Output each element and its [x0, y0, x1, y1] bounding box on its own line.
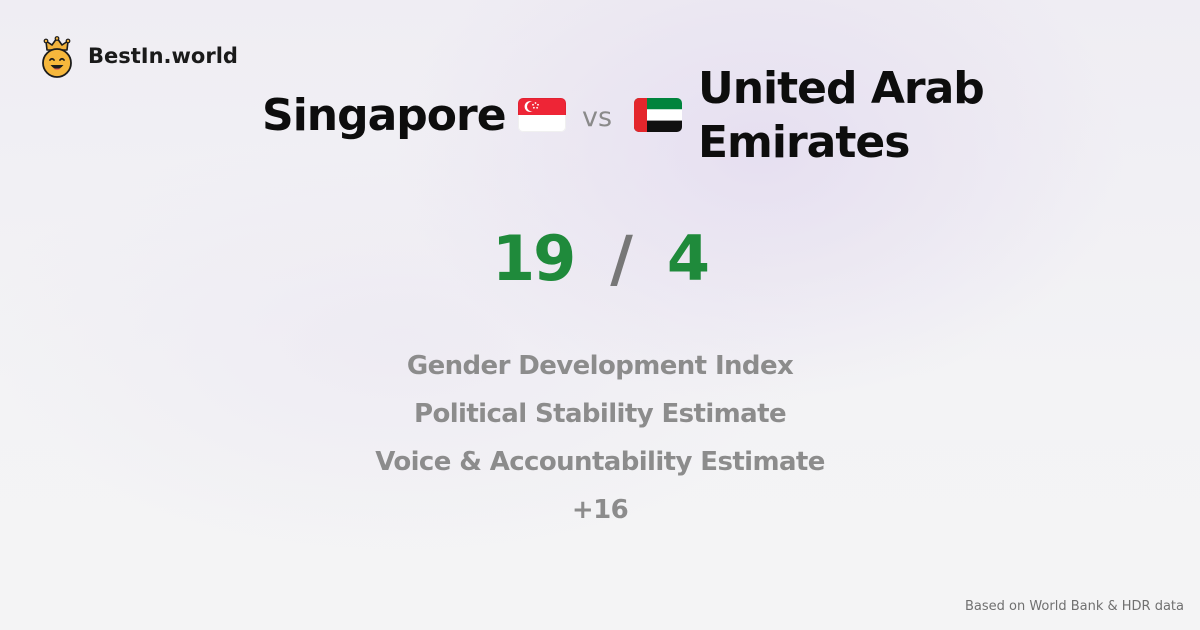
score-a: 19: [491, 222, 576, 295]
crowned-smiley-icon: [42, 36, 72, 78]
brand-logo[interactable]: BestIn.world: [38, 36, 238, 78]
metric-item: Political Stability Estimate: [414, 399, 787, 429]
vs-label: vs: [582, 102, 613, 133]
brand-name: BestIn.world: [88, 44, 238, 68]
score-display: 19 / 4: [0, 222, 1200, 295]
country-b-name: United Arab Emirates: [698, 63, 985, 168]
country-a-name: Singapore: [262, 90, 507, 141]
metrics-list: Gender Development Index Political Stabi…: [0, 342, 1200, 534]
singapore-flag-icon: [518, 98, 566, 132]
uae-flag-icon: [634, 98, 682, 132]
score-b: 4: [666, 222, 710, 295]
more-metrics-count: +16: [571, 495, 629, 525]
score-separator: /: [610, 222, 633, 295]
metric-item: Voice & Accountability Estimate: [375, 447, 825, 477]
comparison-header: Singapore vs United Arab Emirates: [0, 60, 1200, 180]
metric-item: Gender Development Index: [406, 351, 794, 381]
data-source-note: Based on World Bank & HDR data: [964, 599, 1184, 614]
